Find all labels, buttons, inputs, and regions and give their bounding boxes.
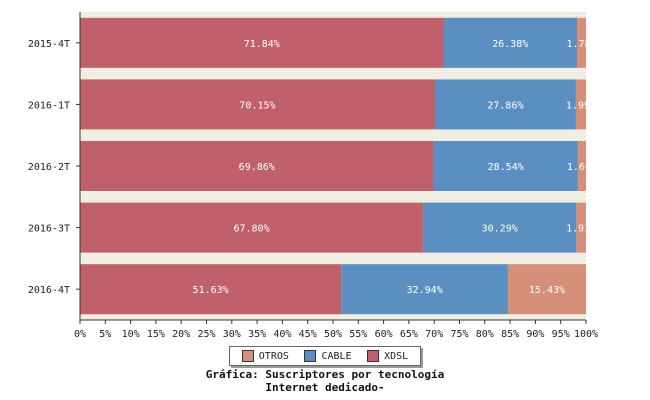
y-tick-label-2016-4t: 2016-4T	[28, 285, 70, 296]
data-label-otros-2015-4t: 1.78%	[566, 39, 596, 50]
chart-caption-line1: Gráfica: Suscriptores por tecnología	[205, 368, 445, 381]
x-tick-label: 60%	[375, 329, 393, 340]
bar-xdsl-2016-2t	[80, 141, 434, 191]
bar-otros-2016-1t	[575, 79, 586, 130]
bar-cable-2016-1t	[434, 79, 576, 130]
data-label-xdsl-2016-3t: 67.80%	[233, 224, 269, 235]
legend-label-xdsl: XDSL	[384, 350, 409, 362]
bars: 71.84% 26.38% 1.78% 70.15% 27.86% 1.99% 69.86%…	[80, 0, 650, 340]
data-label-otros-2016-4t: 15.43%	[529, 285, 565, 296]
x-tick-label: 20%	[172, 329, 190, 340]
data-label-cable-2016-2t: 28.54%	[488, 162, 524, 173]
data-label-xdsl-2016-4t: 51.63%	[193, 285, 229, 296]
x-tick-label: 5%	[99, 329, 111, 340]
data-label-otros-2016-1t: 1.99%	[566, 100, 596, 111]
x-tick-label: 75%	[450, 329, 468, 340]
legend-item-otros: OTROS	[241, 350, 289, 362]
data-label-cable-2016-3t: 30.29%	[482, 224, 518, 235]
x-tick-label: 100%	[574, 329, 598, 340]
legend-swatch-otros	[241, 350, 254, 362]
x-tick-label: 90%	[526, 329, 544, 340]
legend-label-otros: OTROS	[258, 350, 289, 362]
data-label-cable-2016-4t: 32.94%	[407, 285, 443, 296]
x-tick-label: 80%	[476, 329, 494, 340]
bar-cable-2015-4t	[443, 17, 577, 68]
x-tick-label: 45%	[299, 329, 317, 340]
data-label-xdsl-2016-1t: 70.15%	[239, 100, 275, 111]
axes: 2015-4T 2016-1T 2016-2T 2016-3T 2016-4T 0% 5% 1…	[28, 12, 598, 340]
x-tick-label: 85%	[501, 329, 519, 340]
x-tick-label: 30%	[223, 329, 241, 340]
bar-otros-2016-4t	[507, 264, 586, 315]
bar-otros-2016-3t	[576, 202, 586, 253]
data-label-cable-2016-1t: 27.86%	[487, 100, 523, 111]
right-margin	[586, 0, 650, 340]
y-tick-label-2015-4t: 2015-4T	[28, 39, 70, 50]
x-tick-label: 55%	[349, 329, 367, 340]
bar-xdsl-2015-4t	[80, 17, 444, 68]
data-label-otros-2016-3t: 1.91%	[566, 224, 596, 235]
data-label-xdsl-2016-2t: 69.86%	[239, 162, 275, 173]
x-tick-label: 35%	[248, 329, 266, 340]
chart-caption-line2: Internet dedicado-	[265, 381, 385, 394]
y-tick-label-2016-3t: 2016-3T	[28, 224, 70, 235]
legend-swatch-cable	[304, 350, 317, 362]
x-tick-label: 65%	[400, 329, 418, 340]
bar-xdsl-2016-4t	[80, 264, 342, 315]
data-label-cable-2015-4t: 26.38%	[492, 39, 528, 50]
y-tick-label-2016-2t: 2016-2T	[28, 162, 70, 173]
x-tick-label: 95%	[552, 329, 570, 340]
x-tick-label: 25%	[197, 329, 215, 340]
data-label-otros-2016-2t: 1.60%	[567, 162, 597, 173]
y-tick-label-2016-1t: 2016-1T	[28, 100, 70, 111]
bar-cable-2016-4t	[341, 264, 508, 315]
data-label-xdsl-2015-4t: 71.84%	[244, 39, 280, 50]
legend-label-cable: CABLE	[321, 350, 352, 362]
legend: OTROS CABLE XDSL	[229, 346, 421, 366]
bar-otros-2016-2t	[577, 141, 586, 191]
bar-xdsl-2016-1t	[80, 79, 435, 130]
legend-item-xdsl: XDSL	[367, 350, 408, 362]
legend-item-cable: CABLE	[304, 350, 352, 362]
x-tick-label: 40%	[273, 329, 291, 340]
bar-xdsl-2016-3t	[80, 202, 424, 253]
x-tick-label: 50%	[324, 329, 342, 340]
x-tick-label: 10%	[122, 329, 140, 340]
legend-swatch-xdsl	[367, 350, 380, 362]
x-tick-label: 0%	[74, 329, 86, 340]
bar-cable-2016-2t	[433, 141, 578, 191]
x-tick-label: 70%	[425, 329, 443, 340]
x-tick-label: 15%	[147, 329, 165, 340]
bar-cable-2016-3t	[423, 202, 577, 253]
bar-otros-2015-4t	[576, 17, 586, 68]
